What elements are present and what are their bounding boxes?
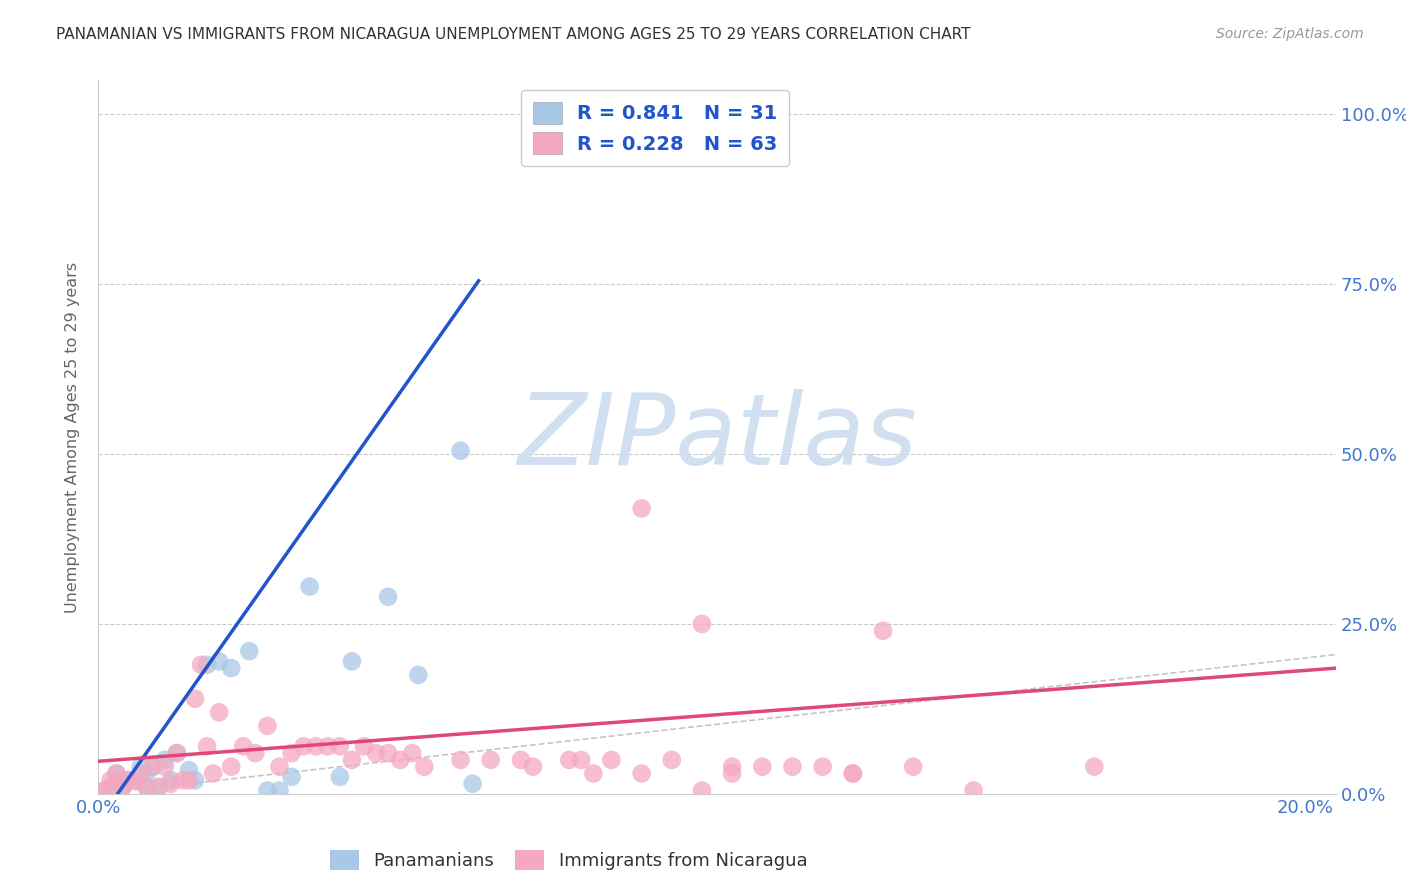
- Point: [582, 766, 605, 780]
- Point: [195, 739, 218, 754]
- Point: [690, 617, 713, 632]
- Point: [630, 766, 652, 780]
- Point: [172, 773, 194, 788]
- Point: [166, 746, 188, 760]
- Point: [842, 766, 865, 780]
- Point: [111, 780, 134, 794]
- Point: [184, 691, 207, 706]
- Point: [661, 753, 683, 767]
- Point: [408, 668, 430, 682]
- Point: [245, 746, 267, 760]
- Point: [100, 773, 122, 788]
- Point: [177, 773, 200, 788]
- Point: [298, 580, 321, 594]
- Point: [100, 780, 122, 794]
- Point: [202, 766, 225, 780]
- Point: [190, 657, 212, 672]
- Point: [142, 760, 165, 774]
- Point: [256, 783, 278, 797]
- Point: [340, 753, 363, 767]
- Point: [630, 501, 652, 516]
- Point: [208, 706, 231, 720]
- Point: [117, 773, 139, 788]
- Point: [329, 739, 352, 754]
- Point: [219, 661, 242, 675]
- Point: [105, 773, 128, 788]
- Point: [208, 654, 231, 668]
- Point: [129, 766, 152, 780]
- Point: [461, 777, 484, 791]
- Point: [100, 780, 122, 794]
- Point: [522, 760, 544, 774]
- Y-axis label: Unemployment Among Ages 25 to 29 years: Unemployment Among Ages 25 to 29 years: [65, 261, 80, 613]
- Point: [111, 780, 134, 794]
- Point: [105, 766, 128, 780]
- Point: [148, 780, 170, 794]
- Point: [782, 760, 804, 774]
- Point: [105, 777, 128, 791]
- Point: [177, 763, 200, 777]
- Point: [219, 760, 242, 774]
- Point: [509, 753, 531, 767]
- Point: [269, 783, 291, 797]
- Point: [232, 739, 254, 754]
- Point: [479, 753, 502, 767]
- Legend: Panamanians, Immigrants from Nicaragua: Panamanians, Immigrants from Nicaragua: [330, 850, 807, 871]
- Point: [842, 766, 865, 780]
- Point: [135, 766, 157, 780]
- Point: [389, 753, 412, 767]
- Point: [558, 753, 581, 767]
- Point: [153, 760, 176, 774]
- Point: [450, 443, 472, 458]
- Point: [124, 773, 146, 788]
- Point: [751, 760, 773, 774]
- Point: [195, 657, 218, 672]
- Point: [377, 746, 399, 760]
- Text: ZIPatlas: ZIPatlas: [517, 389, 917, 485]
- Point: [160, 777, 183, 791]
- Point: [238, 644, 260, 658]
- Point: [269, 760, 291, 774]
- Point: [377, 590, 399, 604]
- Point: [256, 719, 278, 733]
- Point: [690, 783, 713, 797]
- Point: [305, 739, 328, 754]
- Point: [160, 773, 183, 788]
- Point: [1083, 760, 1105, 774]
- Point: [721, 760, 744, 774]
- Point: [153, 753, 176, 767]
- Point: [401, 746, 423, 760]
- Point: [93, 783, 115, 797]
- Point: [903, 760, 925, 774]
- Point: [340, 654, 363, 668]
- Text: Source: ZipAtlas.com: Source: ZipAtlas.com: [1216, 27, 1364, 41]
- Point: [184, 773, 207, 788]
- Point: [280, 770, 302, 784]
- Point: [721, 766, 744, 780]
- Point: [962, 783, 984, 797]
- Point: [413, 760, 436, 774]
- Point: [135, 780, 157, 794]
- Point: [142, 760, 165, 774]
- Point: [569, 753, 592, 767]
- Point: [364, 746, 387, 760]
- Point: [872, 624, 894, 638]
- Point: [105, 766, 128, 780]
- Point: [124, 773, 146, 788]
- Point: [329, 770, 352, 784]
- Point: [450, 753, 472, 767]
- Point: [135, 780, 157, 794]
- Point: [280, 746, 302, 760]
- Point: [353, 739, 375, 754]
- Point: [292, 739, 315, 754]
- Point: [117, 773, 139, 788]
- Point: [811, 760, 834, 774]
- Point: [148, 780, 170, 794]
- Point: [166, 746, 188, 760]
- Text: PANAMANIAN VS IMMIGRANTS FROM NICARAGUA UNEMPLOYMENT AMONG AGES 25 TO 29 YEARS C: PANAMANIAN VS IMMIGRANTS FROM NICARAGUA …: [56, 27, 970, 42]
- Point: [600, 753, 623, 767]
- Point: [316, 739, 339, 754]
- Point: [93, 783, 115, 797]
- Point: [129, 760, 152, 774]
